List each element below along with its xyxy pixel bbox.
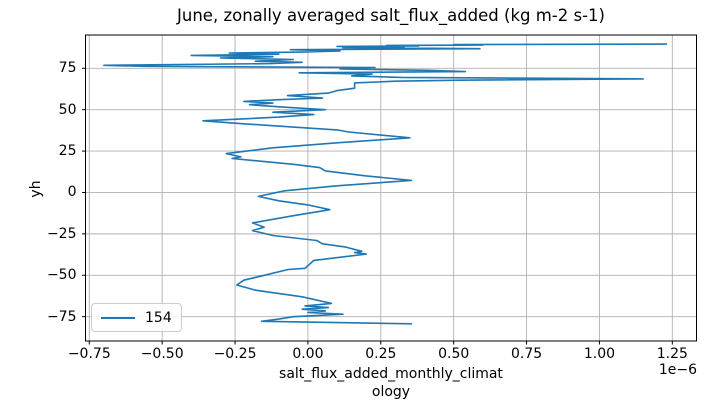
y-tick-label: −50 (46, 267, 77, 284)
x-tick-label: 0.00 (292, 346, 324, 362)
x-axis-offset-label: 1e−6 (658, 362, 697, 378)
legend-line-sample (101, 316, 135, 319)
x-tick-label: −0.25 (213, 346, 257, 362)
x-axis-label: salt_flux_added_monthly_climat ology (85, 366, 697, 401)
y-axis-label: yh (28, 180, 44, 198)
y-tick-label: 25 (58, 143, 77, 160)
x-tick-label: 0.25 (365, 346, 397, 362)
y-tick-label: 0 (67, 184, 77, 201)
y-tick-label: −25 (46, 225, 77, 242)
y-tick-label: 50 (58, 101, 77, 118)
plot-spines (85, 34, 697, 342)
x-tick-label: −0.50 (140, 346, 184, 362)
legend-label: 154 (145, 309, 172, 326)
chart-title: June, zonally averaged salt_flux_added (… (177, 6, 605, 25)
y-tick-label: −75 (46, 308, 77, 325)
x-tick-label: 1.00 (583, 346, 616, 362)
y-tick-label: 75 (58, 60, 77, 77)
x-axis-label-line1: salt_flux_added_monthly_climat (279, 366, 503, 382)
x-tick-label: −0.75 (67, 346, 111, 362)
legend: 154 (91, 303, 182, 332)
x-tick-label: 0.75 (510, 346, 543, 362)
data-line (103, 43, 668, 325)
x-axis-label-line2: ology (371, 383, 411, 400)
x-tick-label: 1.25 (656, 346, 688, 362)
x-tick-label: 0.50 (438, 346, 470, 362)
